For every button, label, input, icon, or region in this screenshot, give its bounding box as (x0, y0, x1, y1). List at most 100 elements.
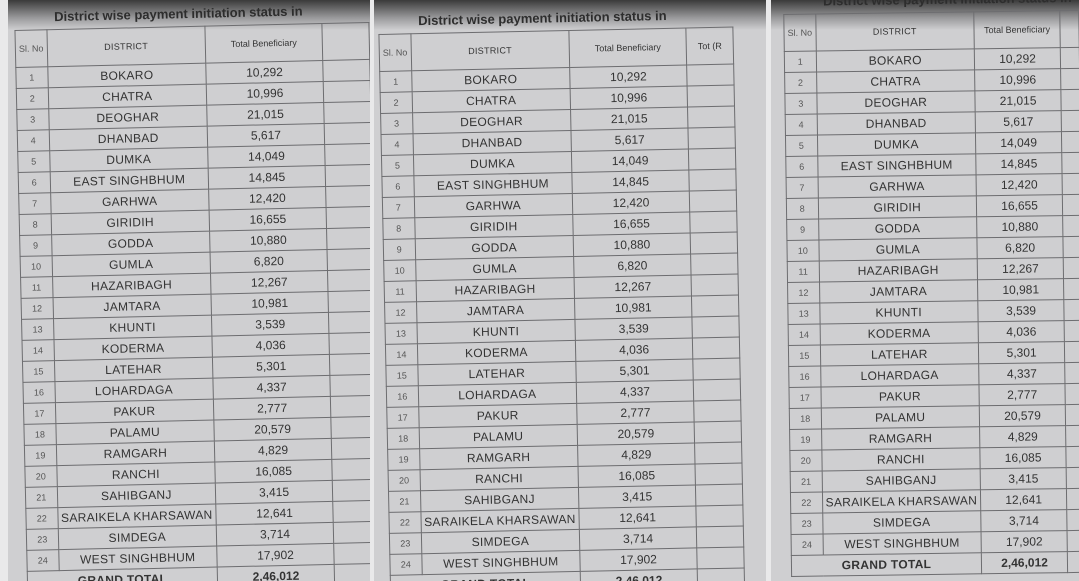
grand-total-value: 2,46,012 (580, 568, 698, 581)
row-extra (1066, 488, 1079, 510)
header-total: Total Beneficiary (204, 23, 323, 64)
header-sn: Sl. No (378, 33, 412, 72)
beneficiary-table: Sl. No District Total Beneficiary 1 BOKARO 10… (783, 10, 1079, 577)
row-extra (1067, 530, 1079, 552)
row-sn: 22 (790, 492, 823, 514)
row-total: 2,777 (213, 396, 331, 421)
row-extra (1063, 299, 1079, 321)
row-sn: 10 (383, 259, 416, 282)
row-sn: 2 (380, 91, 413, 114)
row-sn: 17 (23, 402, 56, 425)
row-district: SAHIBGANJ (821, 468, 981, 493)
row-extra (324, 143, 370, 166)
row-sn: 23 (26, 528, 59, 551)
beneficiary-table: Sl. No District Total Beneficiary 1 BOKARO 10… (14, 22, 370, 581)
row-extra (1063, 278, 1079, 300)
row-sn: 5 (17, 150, 50, 173)
row-sn: 9 (19, 234, 52, 257)
row-total: 10,981 (977, 278, 1064, 301)
row-sn: 19 (387, 448, 420, 471)
grand-total-label: Grand Total (791, 552, 982, 577)
row-total: 14,845 (975, 152, 1063, 175)
row-total: 6,820 (976, 236, 1064, 259)
row-sn: 2 (16, 87, 49, 110)
row-sn: 22 (388, 511, 421, 534)
row-extra (1064, 341, 1079, 363)
row-total: 5,301 (575, 358, 694, 383)
row-extra (1060, 47, 1079, 69)
header-sn: Sl. No (783, 14, 816, 52)
row-total: 12,420 (208, 186, 327, 211)
row-sn: 24 (26, 549, 59, 572)
row-total: 5,617 (975, 110, 1062, 133)
row-extra (695, 462, 743, 485)
header-district: District (46, 26, 206, 67)
row-total: 16,655 (572, 212, 691, 236)
grand-total-row: Grand Total2,46,012 (791, 551, 1079, 577)
row-extra (1064, 320, 1079, 342)
row-total: 12,420 (572, 191, 690, 215)
row-sn: 16 (22, 381, 55, 404)
row-extra (1062, 194, 1079, 216)
row-total: 12,267 (574, 275, 692, 299)
row-sn: 18 (789, 408, 822, 430)
row-district: KODERMA (819, 321, 979, 346)
row-extra (332, 500, 370, 523)
row-sn: 10 (20, 255, 53, 278)
row-extra (1065, 446, 1079, 468)
row-sn: 11 (787, 261, 820, 283)
row-extra (696, 525, 744, 548)
row-sn: 17 (788, 387, 821, 409)
photo-panel-1: District wise payment initiation status … (8, 0, 370, 581)
row-total: 3,539 (574, 316, 693, 341)
row-district: HAZARIBAGH (818, 258, 978, 283)
row-extra (329, 374, 370, 397)
row-total: 12,267 (210, 270, 329, 295)
row-total: 3,415 (578, 484, 696, 509)
row-extra (1061, 110, 1079, 132)
row-total: 10,880 (976, 215, 1064, 238)
row-extra (688, 169, 737, 192)
row-total: 2,777 (576, 400, 695, 425)
row-district: LATEHAR (819, 342, 979, 367)
row-total: 14,845 (208, 165, 326, 190)
row-extra (1062, 215, 1079, 237)
row-sn: 12 (21, 297, 54, 320)
row-total: 6,820 (573, 254, 692, 278)
header-extra: Tot (R (685, 27, 734, 66)
row-sn: 6 (18, 171, 51, 194)
row-total: 3,714 (980, 509, 1068, 532)
row-sn: 23 (790, 513, 823, 535)
row-total: 3,415 (215, 480, 333, 505)
row-total: 3,539 (977, 299, 1065, 322)
row-sn: 3 (380, 112, 413, 135)
row-total: 10,292 (974, 47, 1061, 70)
row-total: 16,655 (209, 207, 327, 232)
row-total: 17,902 (216, 543, 335, 568)
row-total: 14,049 (207, 144, 326, 169)
row-total: 3,415 (980, 467, 1067, 490)
row-sn: 11 (384, 280, 417, 303)
row-extra (692, 337, 740, 359)
row-total: 10,292 (205, 60, 324, 85)
row-total: 10,981 (574, 295, 692, 320)
row-extra (696, 546, 745, 569)
row-district: GIRIDIH (817, 195, 977, 220)
header-extra (321, 22, 370, 61)
row-total: 14,845 (571, 170, 690, 194)
row-total: 10,292 (569, 65, 688, 89)
row-sn: 16 (386, 385, 419, 408)
row-sn: 8 (786, 198, 819, 220)
row-district: SIMDEGA (822, 510, 982, 535)
row-extra (690, 253, 739, 276)
table-header: Sl. No District Total Beneficiary (783, 10, 1079, 52)
row-total: 10,880 (209, 228, 328, 253)
row-extra (328, 311, 370, 334)
row-sn: 5 (785, 135, 818, 157)
row-extra (1065, 425, 1079, 447)
row-extra (694, 441, 743, 464)
row-sn: 18 (23, 423, 56, 446)
row-sn: 6 (381, 175, 414, 198)
row-total: 21,015 (206, 102, 325, 127)
row-extra (688, 148, 736, 171)
